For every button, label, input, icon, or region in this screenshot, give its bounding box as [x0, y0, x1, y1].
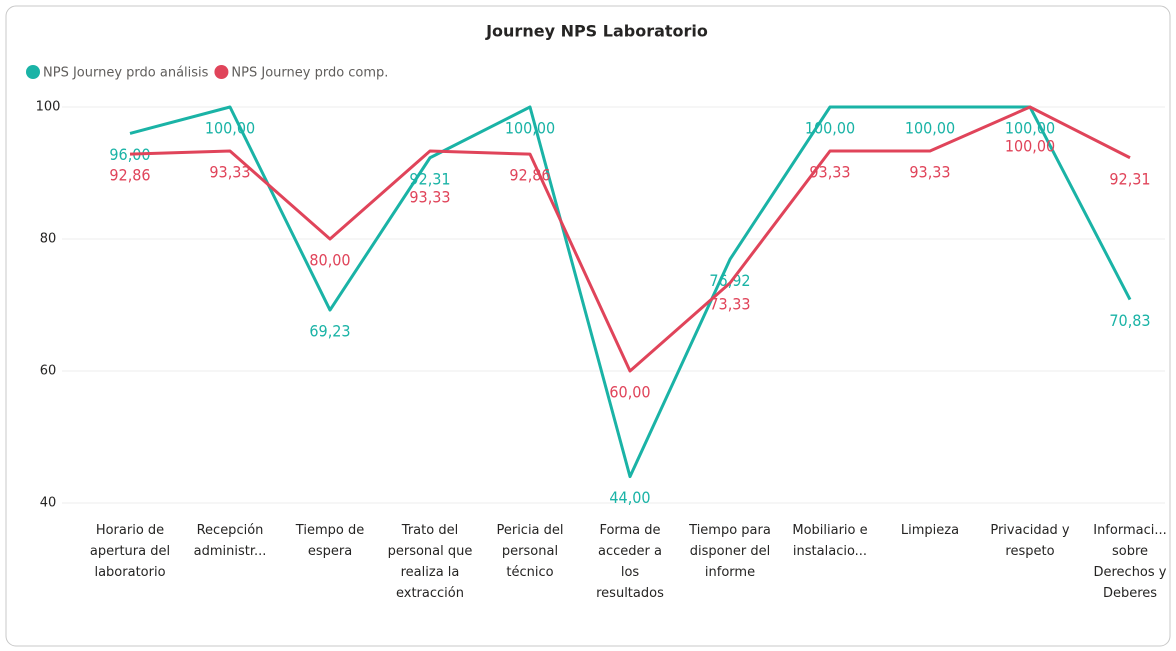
y-tick-label: 60 — [40, 364, 57, 379]
x-tick-label: Tiempo de espera — [295, 523, 364, 559]
data-label: 93,33 — [809, 163, 850, 182]
x-tick-line: Horario de — [96, 523, 164, 538]
data-label: 93,33 — [209, 163, 250, 182]
x-tick-label: Privacidad y respeto — [990, 523, 1070, 559]
x-tick-line: administr... — [194, 544, 267, 559]
x-tick-line: Limpieza — [901, 523, 959, 538]
data-label: 92,86 — [109, 166, 150, 185]
x-tick-label: Pericia del personal técnico — [496, 523, 563, 580]
x-tick-line: Recepción — [197, 523, 264, 538]
data-label: 92,31 — [1109, 169, 1150, 188]
x-tick-label: Trato del personal que realiza la extracció… — [388, 523, 473, 601]
data-label: 100,00 — [205, 119, 255, 138]
x-tick-label: Tiempo para disponer del informe — [688, 523, 771, 580]
data-label: 100,00 — [1005, 119, 1055, 138]
x-tick-line: respeto — [1005, 544, 1054, 559]
data-label: 60,00 — [609, 383, 650, 402]
data-label: 100,00 — [1005, 137, 1055, 156]
legend-label: NPS Journey prdo análisis — [43, 66, 209, 81]
x-tick-line: sobre — [1112, 544, 1148, 559]
legend-marker — [26, 65, 40, 79]
x-tick-line: los — [621, 565, 640, 580]
x-tick-line: Trato del — [401, 523, 458, 538]
data-label: 92,31 — [409, 169, 450, 188]
data-label: 100,00 — [805, 119, 855, 138]
x-tick-line: informe — [705, 565, 755, 580]
x-tick-label: Recepción administr... — [194, 523, 267, 559]
y-tick-label: 40 — [40, 496, 57, 511]
series-line — [129, 105, 1132, 479]
x-tick-line: Tiempo para — [688, 523, 771, 538]
x-tick-line: Tiempo de — [295, 523, 364, 538]
x-tick-line: espera — [308, 544, 352, 559]
data-label: 100,00 — [505, 119, 555, 138]
x-tick-line: apertura del — [90, 544, 170, 559]
data-label: 73,33 — [709, 295, 750, 314]
x-tick-line: personal que — [388, 544, 473, 559]
x-tick-line: extracción — [396, 586, 464, 601]
data-label: 96,00 — [109, 145, 150, 164]
data-label: 93,33 — [409, 187, 450, 206]
x-tick-line: Privacidad y — [990, 523, 1070, 538]
legend-marker — [214, 65, 229, 79]
data-label: 100,00 — [905, 119, 955, 138]
legend-label: NPS Journey prdo comp. — [231, 66, 388, 81]
data-label: 93,33 — [909, 163, 950, 182]
x-tick-line: instalacio... — [793, 544, 867, 559]
data-label: 92,86 — [509, 166, 550, 185]
x-tick-line: técnico — [506, 565, 553, 580]
data-label: 70,83 — [1109, 311, 1150, 330]
y-tick-label: 80 — [40, 232, 57, 247]
data-label: 44,00 — [609, 488, 650, 507]
data-label: 80,00 — [309, 251, 350, 270]
data-label: 76,92 — [709, 271, 750, 290]
series-line — [129, 105, 1131, 373]
x-tick-line: Derechos y — [1093, 565, 1166, 580]
x-tick-label: Limpieza — [901, 523, 959, 538]
x-tick-label: Horario de apertura del laboratorio — [90, 523, 170, 580]
x-tick-line: Forma de — [599, 523, 660, 538]
x-tick-line: Informaci... — [1093, 523, 1167, 538]
x-tick-line: disponer del — [690, 544, 770, 559]
x-tick-line: Deberes — [1103, 586, 1157, 601]
x-tick-line: laboratorio — [94, 565, 165, 580]
x-tick-label: Informaci... sobre Derechos y Deberes — [1093, 523, 1167, 601]
x-tick-line: Mobiliario e — [792, 523, 867, 538]
y-tick-label: 100 — [36, 100, 61, 115]
x-tick-line: resultados — [596, 586, 664, 601]
x-tick-label: Mobiliario e instalacio... — [792, 523, 867, 559]
x-tick-line: personal — [502, 544, 558, 559]
chart-title: Journey NPS Laboratorio — [485, 22, 708, 41]
x-tick-label: Forma de acceder a los resultados — [596, 523, 664, 601]
x-tick-line: Pericia del — [496, 523, 563, 538]
x-tick-line: acceder a — [598, 544, 662, 559]
data-label: 69,23 — [309, 322, 350, 341]
x-tick-line: realiza la — [401, 565, 460, 580]
